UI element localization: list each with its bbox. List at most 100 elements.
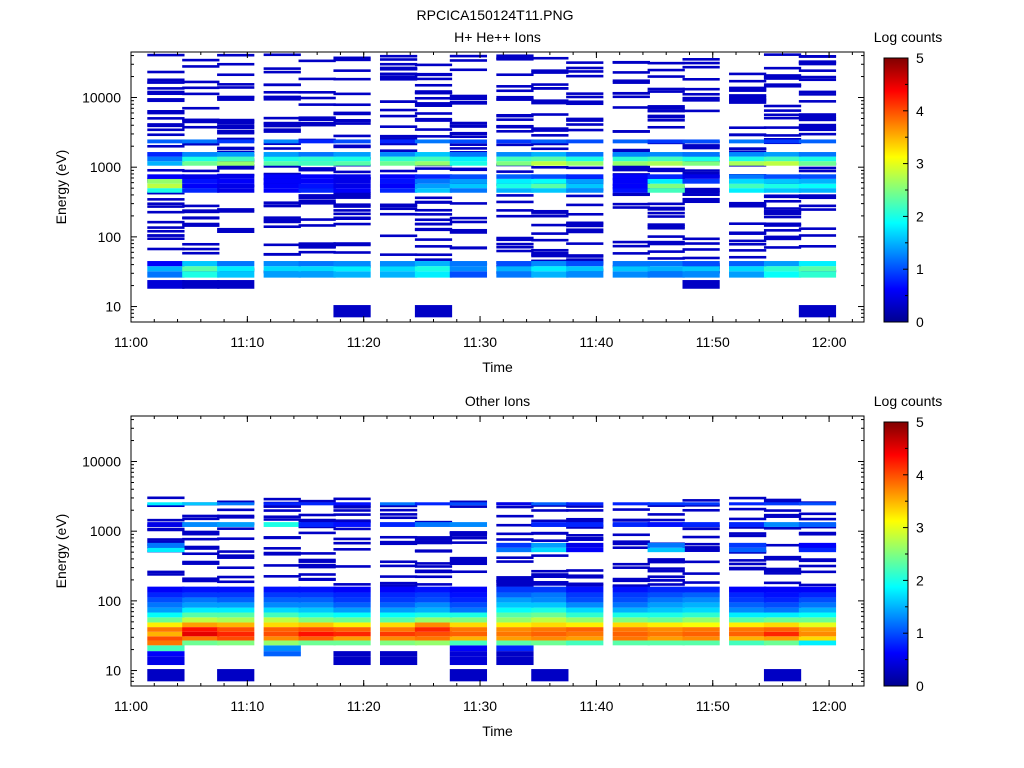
heatmap-cell — [449, 536, 488, 540]
heatmap-cell — [333, 196, 371, 199]
heatmap-cell — [729, 147, 767, 150]
heatmap-cell — [798, 156, 837, 162]
heatmap-cell — [449, 246, 488, 249]
heatmap-cell — [682, 535, 720, 539]
heatmap-cell — [333, 261, 371, 267]
heatmap-cell — [263, 564, 301, 567]
heatmap-cell — [449, 651, 488, 657]
heatmap-cell — [763, 271, 802, 278]
heatmap-cell — [333, 152, 371, 157]
heatmap-cell — [333, 602, 371, 608]
heatmap-cell — [263, 551, 301, 555]
heatmap-cell — [147, 527, 185, 531]
heatmap-cell — [263, 90, 301, 94]
heatmap-cell — [798, 78, 837, 82]
heatmap-cell — [566, 188, 604, 193]
heatmap-cell — [798, 532, 837, 536]
heatmap-cell — [449, 183, 488, 189]
heatmap-cell — [182, 586, 220, 593]
heatmap-cell — [379, 108, 418, 112]
heatmap-cell — [449, 522, 488, 527]
heatmap-cell — [333, 565, 371, 568]
heatmap-cell — [379, 585, 418, 588]
heatmap-cell — [263, 152, 301, 157]
colorbar — [883, 57, 909, 323]
heatmap-cell — [798, 166, 837, 170]
heatmap-cell — [729, 617, 767, 623]
heatmap-cell — [449, 617, 488, 623]
heatmap-cell — [379, 212, 418, 216]
heatmap-cell — [763, 215, 802, 219]
heatmap-cell — [763, 636, 802, 641]
heatmap-cell — [612, 271, 650, 278]
heatmap-cell — [379, 617, 418, 623]
heatmap-cell — [379, 54, 418, 58]
x-tick-label: 11:50 — [696, 698, 730, 714]
heatmap-cell — [612, 91, 650, 95]
heatmap-cell — [612, 61, 650, 64]
heatmap-cell — [217, 230, 255, 233]
heatmap-cell — [682, 96, 720, 100]
heatmap-cell — [647, 592, 685, 598]
heatmap-cell — [729, 559, 767, 562]
heatmap-cell — [798, 60, 837, 64]
heatmap-cell — [798, 266, 837, 272]
heatmap-cell — [298, 168, 336, 172]
heatmap-cell — [763, 586, 802, 593]
heatmap-cell — [449, 531, 488, 534]
heatmap-cell — [147, 161, 185, 166]
heatmap-cell — [682, 178, 720, 184]
heatmap-cell — [729, 636, 767, 641]
heatmap-cell — [798, 592, 837, 598]
heatmap-cell — [333, 156, 371, 162]
heatmap-cell — [612, 602, 650, 608]
heatmap-cell — [647, 139, 685, 144]
heatmap-cell — [531, 249, 569, 252]
heatmap-cell — [798, 69, 837, 72]
heatmap-cell — [379, 504, 418, 508]
heatmap-cell — [379, 535, 418, 539]
heatmap-cell — [566, 222, 604, 226]
heatmap-cell — [612, 188, 650, 193]
heatmap-cell — [298, 243, 336, 247]
heatmap-cell — [379, 622, 418, 628]
heatmap-cell — [217, 602, 255, 608]
heatmap-cell — [566, 123, 604, 126]
heatmap-cell — [263, 243, 301, 247]
heatmap-cell — [647, 631, 685, 637]
heatmap-cell — [612, 542, 650, 546]
heatmap-cell — [263, 156, 301, 162]
heatmap-cell — [217, 126, 255, 130]
heatmap-cell — [298, 607, 336, 613]
heatmap-cell — [729, 502, 767, 506]
heatmap-cell — [414, 565, 453, 568]
heatmap-cell — [379, 640, 418, 646]
heatmap-cell — [647, 257, 685, 260]
colorbar-tick-label: 1 — [916, 261, 924, 277]
heatmap-cell — [729, 79, 767, 83]
heatmap-cell — [566, 519, 604, 523]
heatmap-cell — [763, 522, 802, 527]
heatmap-cell — [333, 631, 371, 637]
heatmap-cell — [147, 99, 185, 103]
heatmap-cell — [647, 223, 685, 226]
heatmap-cell — [798, 627, 837, 632]
heatmap-cell — [182, 592, 220, 598]
heatmap-cell — [414, 569, 453, 573]
heatmap-cell — [531, 71, 569, 74]
heatmap-cell — [531, 509, 569, 512]
heatmap-cell — [496, 656, 534, 666]
heatmap-cell — [449, 167, 488, 171]
colorbar-tick-label: 2 — [916, 572, 924, 588]
heatmap-cell — [263, 631, 301, 637]
heatmap-cell — [263, 130, 301, 133]
heatmap-cell — [182, 602, 220, 608]
plot-frame — [130, 51, 865, 323]
heatmap-cell — [566, 254, 604, 257]
heatmap-cell — [566, 534, 604, 537]
heatmap-cell — [414, 253, 453, 257]
heatmap-cell — [647, 75, 685, 78]
heatmap-cell — [333, 513, 371, 516]
heatmap-cell — [612, 139, 650, 144]
heatmap-cell — [379, 560, 418, 564]
